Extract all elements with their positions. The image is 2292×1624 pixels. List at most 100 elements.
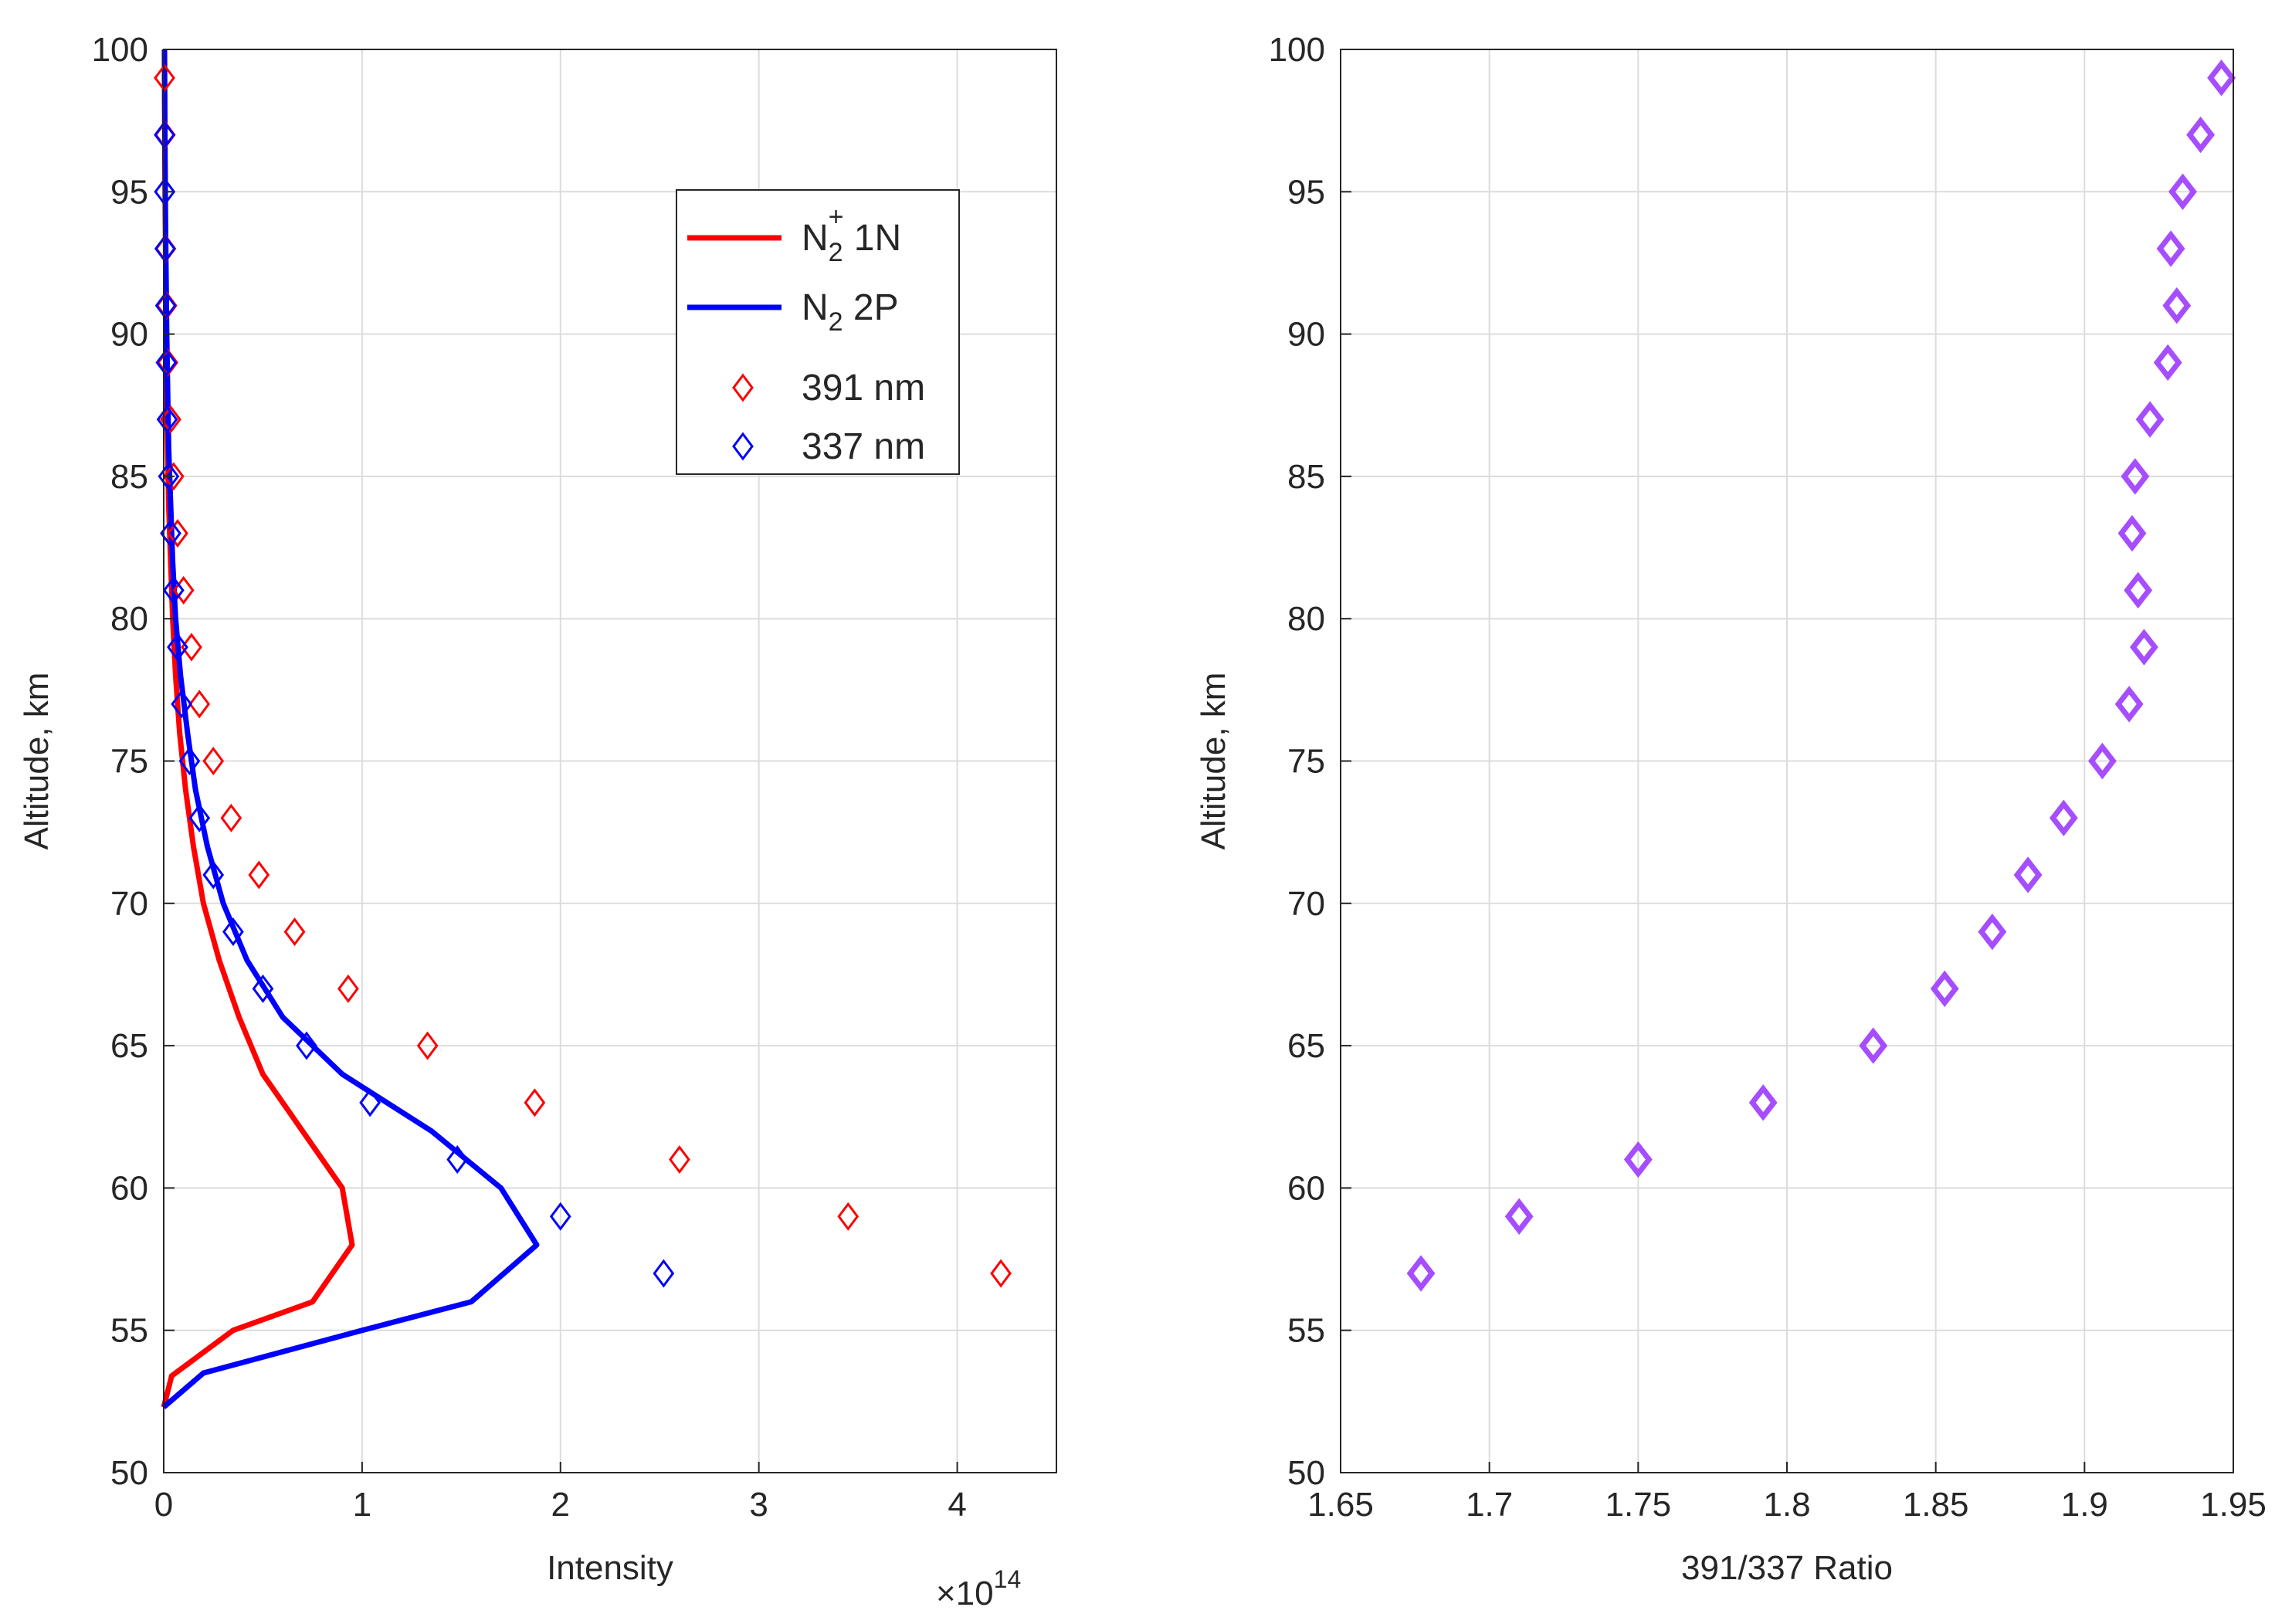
data-point-marker (2207, 59, 2236, 97)
legend-diamond-swatch (732, 432, 754, 461)
y-tick-label: 55 (1287, 1312, 1325, 1350)
data-point-marker (172, 575, 195, 605)
y-tick-label: 85 (1287, 458, 1325, 496)
data-point-marker (2162, 287, 2192, 324)
data-point-marker (248, 860, 270, 890)
data-point-marker (2013, 856, 2043, 893)
data-point-marker (1406, 1255, 1436, 1292)
x-tick-label: 4 (948, 1486, 966, 1524)
legend-label-subscript: 2 (829, 307, 843, 337)
x-tick-label: 1.85 (1903, 1486, 1969, 1524)
y-tick-label: 80 (1287, 600, 1325, 638)
data-point-marker (1930, 970, 1959, 1008)
legend-label-superscript: + (829, 202, 844, 232)
x-tick-label: 1.9 (2061, 1486, 2108, 1524)
data-point-marker (162, 575, 185, 605)
legend-label-tail: 1N (843, 218, 901, 259)
y-tick-label: 65 (1287, 1027, 1325, 1065)
data-point-marker (158, 462, 180, 491)
intensity-y-axis-label: Altitude, km (18, 673, 56, 850)
data-point-marker (2135, 401, 2165, 438)
data-point-marker (154, 291, 177, 320)
data-point-marker (2153, 344, 2182, 381)
intensity-chart: 0 1 2 3 4 50 55 60 65 70 75 80 85 90 95 100 Intensity A… (18, 31, 1057, 1612)
data-point-marker (990, 1259, 1012, 1288)
y-tick-label: 95 (1287, 173, 1325, 211)
data-point-marker (2168, 173, 2197, 211)
data-point-marker (167, 632, 188, 662)
data-point-marker (156, 405, 178, 434)
data-point-marker (2088, 742, 2117, 780)
y-tick-label: 70 (110, 885, 148, 923)
data-point-marker (1748, 1084, 1778, 1121)
x-tick-label: 3 (749, 1486, 768, 1524)
x-tick-label: 1.8 (1763, 1486, 1810, 1524)
data-point-marker (337, 974, 359, 1003)
data-point-marker (181, 632, 202, 662)
data-point-marker (167, 519, 188, 548)
legend-entry-label: N2 2P (802, 287, 899, 337)
legend-label-tail: 391 nm (802, 368, 925, 409)
y-tick-label: 75 (1287, 743, 1325, 781)
data-point-marker (162, 462, 185, 491)
x-tick-label: 0 (154, 1486, 173, 1524)
intensity-plot-area (154, 49, 1012, 1409)
data-point-marker (154, 234, 176, 263)
intensity-x-axis-exponent: ×1014 (936, 1565, 1021, 1612)
data-point-marker (202, 747, 225, 775)
data-point-marker (524, 1088, 546, 1117)
y-tick-label: 95 (110, 173, 148, 211)
legend-label-subscript: 2 (829, 238, 843, 267)
y-tick-label: 100 (92, 31, 148, 69)
data-point-marker (2156, 230, 2185, 267)
data-point-marker (359, 1088, 381, 1117)
data-point-marker (2186, 116, 2216, 154)
y-tick-label: 65 (110, 1027, 148, 1065)
legend-label-base: N (802, 218, 829, 259)
y-tick-label: 100 (1269, 31, 1325, 69)
y-tick-label: 55 (110, 1312, 148, 1350)
ratio-y-axis-label: Altitude, km (1195, 673, 1232, 850)
data-point-marker (2117, 514, 2147, 552)
y-tick-label: 50 (1287, 1454, 1325, 1492)
ratio-ticks: 1.65 1.7 1.75 1.8 1.85 1.9 1.95 50 55 60 65 70 75 80 8… (1269, 31, 2267, 1524)
data-point-marker (155, 348, 178, 377)
data-point-marker (2114, 686, 2144, 723)
y-tick-label: 90 (1287, 316, 1325, 354)
legend-entry-label: 391 nm (802, 368, 925, 409)
legend-entry-label: 337 nm (802, 426, 925, 467)
y-tick-label: 85 (110, 458, 148, 496)
intensity-x-axis-label: Intensity (547, 1549, 673, 1587)
x-tick-label: 1.75 (1605, 1486, 1672, 1524)
y-tick-label: 60 (1287, 1169, 1325, 1207)
data-point-marker (188, 690, 211, 719)
y-tick-label: 90 (110, 316, 148, 354)
data-point-marker (154, 63, 175, 93)
exponent-base: ×10 (936, 1575, 994, 1612)
series-line (161, 49, 540, 1409)
data-point-marker (202, 860, 225, 890)
legend-label-tail: 337 nm (802, 426, 925, 467)
data-point-marker (669, 1145, 690, 1175)
data-point-marker (446, 1145, 469, 1175)
y-tick-label: 80 (110, 600, 148, 638)
data-point-marker (1859, 1027, 1888, 1064)
x-tick-label: 2 (551, 1486, 570, 1524)
x-tick-label: 1.95 (2200, 1486, 2267, 1524)
intensity-ticks: 0 1 2 3 4 50 55 60 65 70 75 80 85 90 95 100 (92, 31, 967, 1524)
ratio-x-axis-label: 391/337 Ratio (1681, 1549, 1893, 1587)
y-tick-label: 50 (110, 1454, 148, 1492)
data-point-marker (188, 803, 211, 832)
data-point-marker (2129, 629, 2158, 666)
legend-label-tail: 2P (843, 287, 899, 328)
legend-diamond-swatch (732, 373, 754, 402)
data-point-marker (154, 120, 175, 150)
data-point-marker (2124, 571, 2153, 609)
data-point-marker (220, 803, 242, 832)
x-tick-label: 1.7 (1466, 1486, 1513, 1524)
data-point-marker (1623, 1141, 1653, 1178)
ratio-chart: 1.65 1.7 1.75 1.8 1.85 1.9 1.95 50 55 60 65 70 75 80 8… (1195, 31, 2267, 1587)
